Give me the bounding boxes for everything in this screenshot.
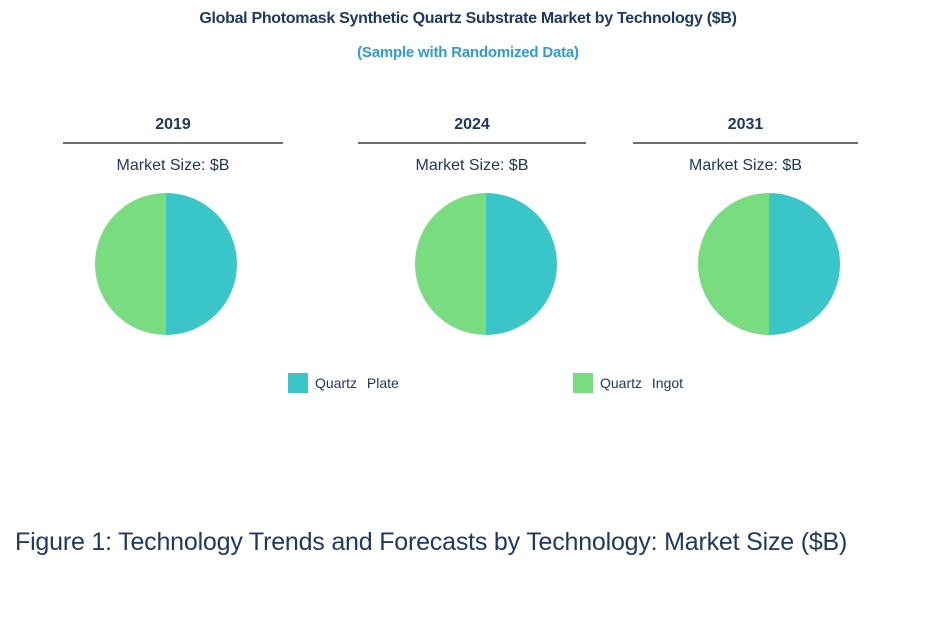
panel-year-label: 2024 (454, 116, 490, 133)
panel-metric-label: Market Size: $B (415, 156, 529, 174)
panel-year-label: 2019 (155, 116, 191, 133)
chart-subtitle: (Sample with Randomized Data) (357, 44, 579, 61)
panel-year-label: 2031 (727, 116, 764, 133)
panel-divider-line (358, 142, 586, 144)
pie-panel-2019: 2019 Market Size: $B (63, 116, 283, 175)
legend-label: Quartz Plate (315, 375, 399, 391)
legend-label: Quartz Ingot (600, 375, 684, 391)
pie-chart-2019 (95, 193, 237, 335)
pie-chart-2031 (698, 193, 840, 335)
legend-swatch-quartz-plate (288, 373, 308, 393)
pie-panel-2031: 2031 Market Size: $B (633, 116, 858, 175)
figure-caption: Figure 1: Technology Trends and Forecast… (15, 528, 848, 556)
legend-item-quartz-plate: Quartz Plate (288, 373, 399, 393)
panel-divider-line (633, 142, 858, 144)
chart-title: Global Photomask Synthetic Quartz Substr… (199, 10, 737, 27)
pie-panel-2024: 2024 Market Size: $B (358, 116, 586, 175)
legend-item-quartz-ingot: Quartz Ingot (573, 373, 683, 393)
panel-metric-label: Market Size: $B (689, 156, 802, 174)
legend-swatch-quartz-ingot (573, 373, 593, 393)
panel-metric-label: Market Size: $B (116, 156, 230, 174)
pie-chart-2024 (415, 193, 557, 335)
panel-divider-line (63, 142, 283, 144)
